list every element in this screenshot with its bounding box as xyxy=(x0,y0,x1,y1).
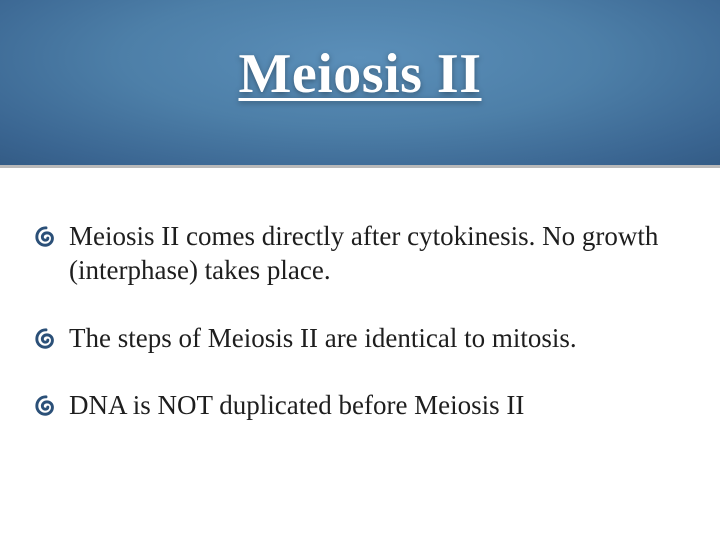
slide-title: Meiosis II xyxy=(239,42,482,106)
swirl-icon xyxy=(35,226,57,248)
swirl-icon xyxy=(35,395,57,417)
swirl-icon xyxy=(35,328,57,350)
bullet-item: DNA is NOT duplicated before Meiosis II xyxy=(35,389,685,423)
title-band: Meiosis II xyxy=(0,0,720,165)
bullet-text: The steps of Meiosis II are identical to… xyxy=(69,322,577,356)
bullet-item: Meiosis II comes directly after cytokine… xyxy=(35,220,685,288)
bullet-item: The steps of Meiosis II are identical to… xyxy=(35,322,685,356)
bullet-text: Meiosis II comes directly after cytokine… xyxy=(69,220,685,288)
bullet-text: DNA is NOT duplicated before Meiosis II xyxy=(69,389,524,423)
content-area: Meiosis II comes directly after cytokine… xyxy=(0,165,720,423)
